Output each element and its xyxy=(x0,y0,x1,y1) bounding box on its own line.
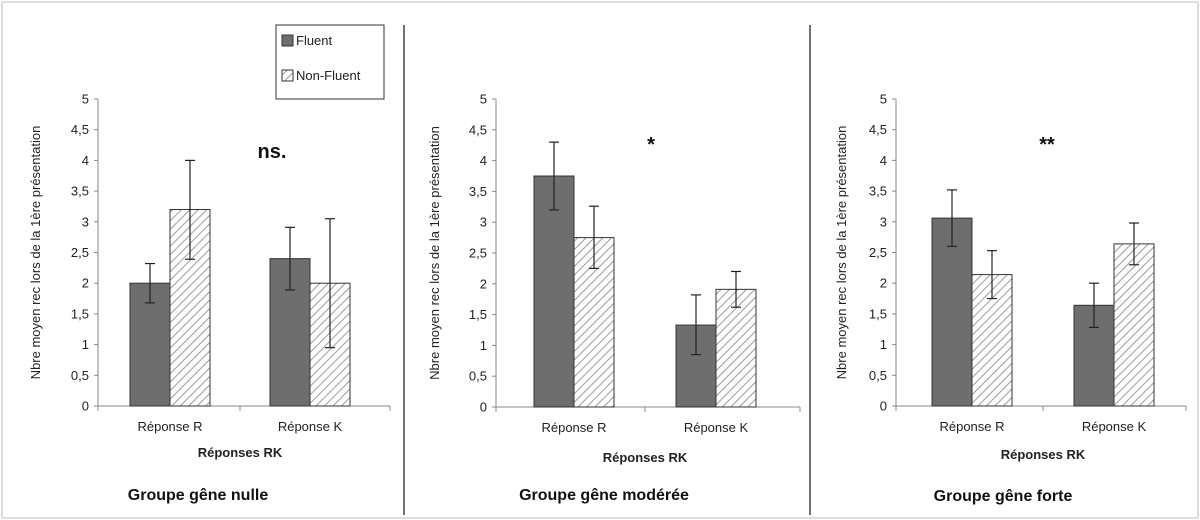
significance-label: * xyxy=(647,134,655,156)
y-tick-label: 4,5 xyxy=(869,122,887,137)
x-axis-title: Réponses RK xyxy=(1001,447,1086,462)
y-axis-title: Nbre moyen rec lors de la 1ère présentat… xyxy=(427,126,442,380)
y-axis-title: Nbre moyen rec lors de la 1ère présentat… xyxy=(28,126,43,380)
y-tick-label: 1 xyxy=(880,337,887,352)
y-tick-label: 0,5 xyxy=(869,368,887,383)
x-category-label: Réponse R xyxy=(137,419,202,434)
significance-label: ns. xyxy=(258,141,287,163)
legend: Fluent Non-Fluent xyxy=(275,24,385,100)
y-tick-label: 2,5 xyxy=(71,245,89,260)
y-tick-label: 3,5 xyxy=(71,184,89,199)
y-tick-label: 3 xyxy=(82,214,89,229)
chart-panel-1: 0 0,5 1 1,5 2 2,5 3 3,5 4 4,5 5 Réponse R Réponse K R… xyxy=(28,92,391,504)
bar-non-fluent-k xyxy=(1113,243,1155,407)
legend-swatch-non-fluent xyxy=(281,69,294,82)
significance-label: ** xyxy=(1039,134,1055,156)
legend-label-fluent: Fluent xyxy=(296,33,333,48)
x-axis-title: Réponses RK xyxy=(603,450,688,465)
y-tick-label: 3 xyxy=(480,215,487,230)
y-tick-label: 2 xyxy=(880,276,887,291)
y-tick-label: 1,5 xyxy=(71,306,89,321)
bar-non-fluent-k xyxy=(715,288,757,408)
y-tick-label: 2,5 xyxy=(869,245,887,260)
y-tick-label: 0 xyxy=(880,399,887,414)
y-tick-label: 2,5 xyxy=(469,246,487,261)
bar-fluent-r xyxy=(533,175,575,408)
chart-panel-2: 0 0,5 1 1,5 2 2,5 3 3,5 4 4,5 5 Réponse R Réponse K R… xyxy=(427,92,801,504)
x-category-label: Réponse R xyxy=(541,420,606,435)
x-category-label: Réponse R xyxy=(939,419,1004,434)
y-tick-label: 0 xyxy=(82,399,89,414)
y-tick-label: 0 xyxy=(480,400,487,415)
y-tick-label: 1,5 xyxy=(469,307,487,322)
y-tick-label: 5 xyxy=(82,92,89,107)
panels: 0 0,5 1 1,5 2 2,5 3 3,5 4 4,5 5 Réponse R Réponse K R… xyxy=(28,92,1187,505)
y-tick-label: 5 xyxy=(880,92,887,107)
y-tick-label: 4,5 xyxy=(469,122,487,137)
y-tick-label: 3 xyxy=(880,214,887,229)
legend-label-non-fluent: Non-Fluent xyxy=(296,68,361,83)
group-title: Groupe gêne forte xyxy=(934,488,1073,505)
x-category-label: Réponse K xyxy=(278,419,343,434)
y-axis-title: Nbre moyen rec lors de la 1ère présentat… xyxy=(834,126,849,380)
y-tick-label: 3,5 xyxy=(869,184,887,199)
y-tick-label: 4 xyxy=(480,153,487,168)
y-tick-label: 4 xyxy=(880,153,887,168)
y-tick-label: 0,5 xyxy=(71,368,89,383)
y-tick-label: 4 xyxy=(82,153,89,168)
bar-non-fluent-r xyxy=(573,237,615,408)
y-tick-label: 1 xyxy=(480,338,487,353)
x-category-label: Réponse K xyxy=(1082,419,1147,434)
y-tick-label: 1 xyxy=(82,337,89,352)
x-category-label: Réponse K xyxy=(684,420,749,435)
y-tick-label: 3,5 xyxy=(469,184,487,199)
chart-panel-3: 0 0,5 1 1,5 2 2,5 3 3,5 4 4,5 5 Réponse R Réponse K R… xyxy=(834,92,1187,505)
y-tick-label: 2 xyxy=(480,276,487,291)
y-tick-label: 0,5 xyxy=(469,369,487,384)
y-tick-label: 1,5 xyxy=(869,306,887,321)
y-tick-label: 2 xyxy=(82,276,89,291)
legend-swatch-fluent xyxy=(281,34,294,47)
y-tick-label: 4,5 xyxy=(71,122,89,137)
legend-box xyxy=(275,24,385,100)
y-tick-label: 5 xyxy=(480,92,487,107)
x-axis-title: Réponses RK xyxy=(198,445,283,460)
group-title: Groupe gêne nulle xyxy=(128,487,269,504)
group-title: Groupe gêne modérée xyxy=(519,487,689,504)
